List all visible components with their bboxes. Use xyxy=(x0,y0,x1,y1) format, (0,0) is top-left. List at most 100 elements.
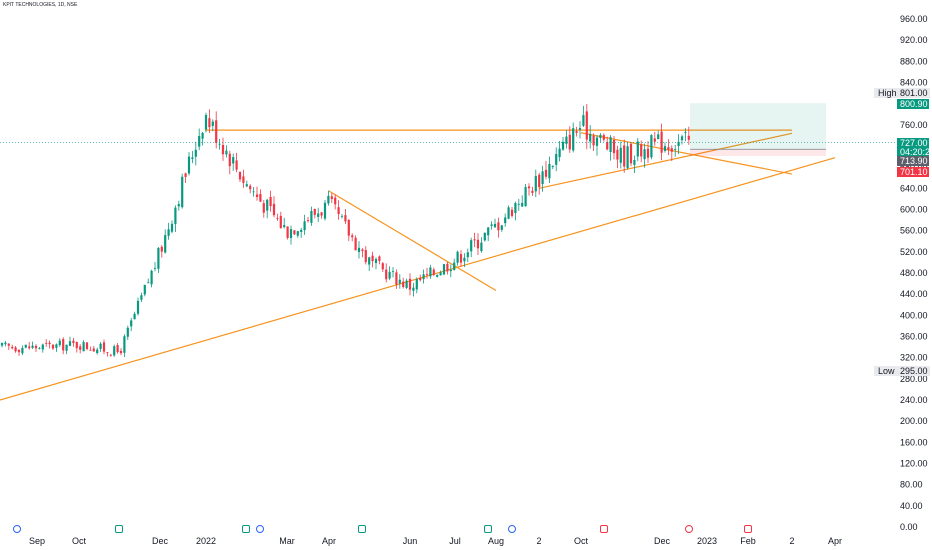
candle-body xyxy=(463,257,466,262)
event-marker-icon[interactable] xyxy=(256,525,264,533)
candle-body xyxy=(674,149,677,150)
candle-body xyxy=(378,256,381,262)
x-tick-label: 2023 xyxy=(697,536,717,546)
candle-body xyxy=(201,132,204,139)
candle-body xyxy=(493,223,497,228)
candle-body xyxy=(660,131,663,153)
y-tick-label: 240.00 xyxy=(900,395,928,405)
candle-body xyxy=(116,345,119,353)
candle-body xyxy=(544,169,548,177)
candle-body xyxy=(442,264,446,275)
y-tick-label: 400.00 xyxy=(900,310,928,320)
candle-body xyxy=(595,137,599,146)
entry-price-tag-text: 713.90 xyxy=(900,156,928,166)
candle-body xyxy=(623,145,626,167)
long-support-line[interactable] xyxy=(0,157,836,401)
x-tick-label: 2022 xyxy=(196,536,216,546)
candle-body xyxy=(395,272,398,285)
event-marker-icon[interactable] xyxy=(600,525,608,533)
event-marker-icon[interactable] xyxy=(744,525,752,533)
candle-body xyxy=(14,347,17,352)
event-marker-icon[interactable] xyxy=(685,525,693,533)
candle-body xyxy=(405,280,408,288)
candle-body xyxy=(313,208,316,215)
event-markers xyxy=(13,525,752,533)
candle-body xyxy=(354,237,357,251)
event-marker-icon[interactable] xyxy=(508,525,516,533)
candle-body xyxy=(317,213,320,217)
event-marker-icon[interactable] xyxy=(484,525,492,533)
candle-body xyxy=(344,215,347,222)
candle-body xyxy=(551,166,554,167)
candle-body xyxy=(524,187,527,207)
y-tick-label: 200.00 xyxy=(900,416,928,426)
candle-body xyxy=(555,154,558,165)
last-price-tag-text: 727.00 xyxy=(900,138,928,148)
falling-channel-line[interactable] xyxy=(580,132,793,175)
candle-body xyxy=(561,141,565,150)
x-tick-label: Feb xyxy=(740,536,756,546)
candle-body xyxy=(582,115,585,126)
event-marker-icon[interactable] xyxy=(115,525,123,533)
candle-body xyxy=(517,203,520,205)
candle-body xyxy=(238,171,242,180)
candle-body xyxy=(300,229,303,233)
candle-body xyxy=(575,131,578,133)
y-tick-label: 80.00 xyxy=(900,480,923,490)
candle-body xyxy=(194,149,197,157)
trendline-layer xyxy=(0,129,836,401)
candle-body xyxy=(497,222,500,231)
x-tick-label: Apr xyxy=(828,536,842,546)
candle-body xyxy=(439,272,442,276)
candle-body xyxy=(21,347,24,354)
candle-body xyxy=(572,128,575,151)
candle-body xyxy=(41,344,44,350)
y-tick-label: 280.00 xyxy=(900,374,928,384)
candle-body xyxy=(500,225,503,230)
candle-body xyxy=(487,227,490,236)
candle-body xyxy=(510,209,514,216)
candle-body xyxy=(68,341,72,346)
event-marker-icon[interactable] xyxy=(242,525,250,533)
candle-body xyxy=(670,148,673,152)
candle-body xyxy=(483,232,486,241)
candle-body xyxy=(541,171,544,185)
candle-body xyxy=(208,118,211,128)
x-tick-label: Apr xyxy=(322,536,336,546)
candle-body xyxy=(310,210,313,223)
candle-body xyxy=(429,267,432,277)
falling-wedge-line[interactable] xyxy=(328,190,497,291)
candle-body xyxy=(191,157,194,159)
y-tick-label: 0.00 xyxy=(900,522,918,532)
stop-zone[interactable] xyxy=(690,149,826,157)
y-tick-label: 760.00 xyxy=(900,120,928,130)
event-marker-icon[interactable] xyxy=(358,525,366,533)
candle-body xyxy=(663,146,667,151)
candle-body xyxy=(184,173,187,177)
candle-body xyxy=(126,327,129,337)
candle-body xyxy=(187,156,191,174)
candle-body xyxy=(164,235,167,253)
candle-body xyxy=(123,336,126,353)
event-marker-icon[interactable] xyxy=(13,525,21,533)
target-zone[interactable] xyxy=(690,103,826,150)
rising-channel-line[interactable] xyxy=(538,132,793,189)
candle-body xyxy=(351,235,354,238)
x-tick-label: Dec xyxy=(654,536,671,546)
candle-body xyxy=(306,220,310,222)
candle-body xyxy=(245,184,248,187)
candle-body xyxy=(657,134,660,140)
countdown-tag xyxy=(897,147,929,157)
y-tick-label: 160.00 xyxy=(900,437,928,447)
candle-body xyxy=(327,195,330,204)
time-axis: Sep Oct Dec 2022 Mar Apr Jun Jul Aug 2 Oct Dec 2023 F… xyxy=(29,536,842,546)
candle-body xyxy=(99,343,102,349)
x-tick-label: Oct xyxy=(574,536,589,546)
candle-body xyxy=(646,148,650,158)
candle-body xyxy=(381,263,384,270)
candle-body xyxy=(283,225,286,228)
candle-body xyxy=(422,274,425,280)
candle-body xyxy=(507,207,510,219)
candle-body xyxy=(143,284,146,295)
